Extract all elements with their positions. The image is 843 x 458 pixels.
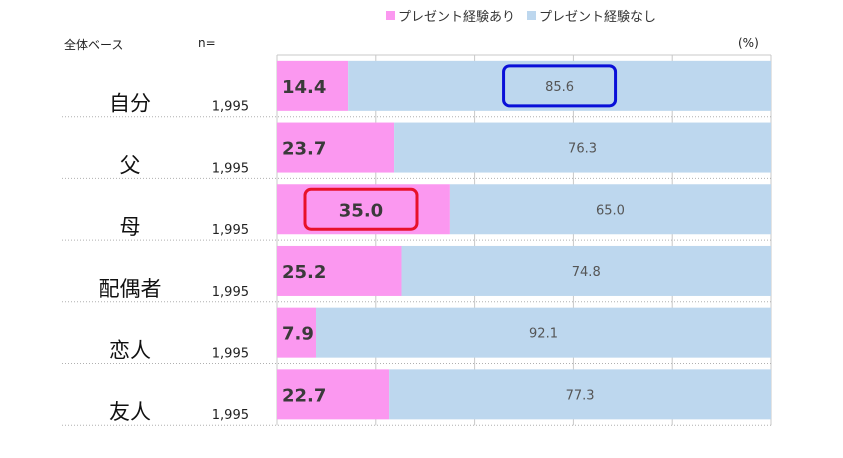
data-label-with: 23.7	[282, 139, 326, 160]
n-value: 1,995	[212, 223, 249, 238]
data-label-without: 65.0	[596, 203, 625, 218]
data-label-without: 74.8	[572, 265, 601, 280]
bar-without	[389, 369, 771, 420]
base-label: 全体ベース	[64, 38, 124, 52]
legend-label-with: プレゼント経験あり	[398, 10, 516, 25]
bar-with	[277, 369, 390, 420]
data-label-with: 25.2	[282, 262, 326, 283]
n-value: 1,995	[212, 285, 249, 300]
bar-with	[277, 60, 349, 111]
category-label: 恋人	[109, 339, 151, 363]
legend-item-with: プレゼント経験あり	[386, 6, 515, 25]
legend-item-without: プレゼント経験なし	[527, 6, 656, 25]
legend: プレゼント経験あり プレゼント経験なし	[386, 6, 668, 25]
data-label-with: 35.0	[339, 200, 383, 221]
data-label-with: 22.7	[282, 385, 326, 406]
legend-swatch-with	[386, 11, 395, 20]
category-label: 自分	[109, 92, 151, 116]
bar-without	[401, 245, 771, 296]
n-value: 1,995	[212, 408, 249, 423]
legend-label-without: プレゼント経験なし	[539, 10, 657, 25]
highlight-box-blue	[502, 64, 618, 108]
legend-swatch-without	[527, 11, 537, 20]
category-label: 父	[120, 153, 141, 177]
bar-with	[277, 307, 317, 358]
bar-with	[277, 122, 395, 173]
bar-with	[277, 245, 402, 296]
category-label: 母	[120, 215, 141, 239]
n-label: n=	[198, 36, 216, 50]
unit-label: (%)	[738, 36, 759, 50]
n-value: 1,995	[212, 347, 249, 362]
data-label-without: 76.3	[568, 142, 597, 157]
data-label-without: 77.3	[566, 388, 595, 403]
category-label: 友人	[109, 400, 151, 424]
bar-without	[449, 184, 771, 235]
n-value: 1,995	[212, 100, 249, 115]
highlight-box-red	[303, 187, 419, 231]
bar-without	[394, 122, 771, 173]
bar-without	[348, 60, 771, 111]
data-label-without: 85.6	[545, 80, 574, 95]
category-label: 配偶者	[99, 277, 162, 301]
data-label-with: 7.9	[282, 324, 314, 345]
data-label-with: 14.4	[282, 77, 326, 98]
data-label-without: 92.1	[529, 327, 558, 342]
n-value: 1,995	[212, 161, 249, 176]
bar-without	[316, 307, 771, 358]
